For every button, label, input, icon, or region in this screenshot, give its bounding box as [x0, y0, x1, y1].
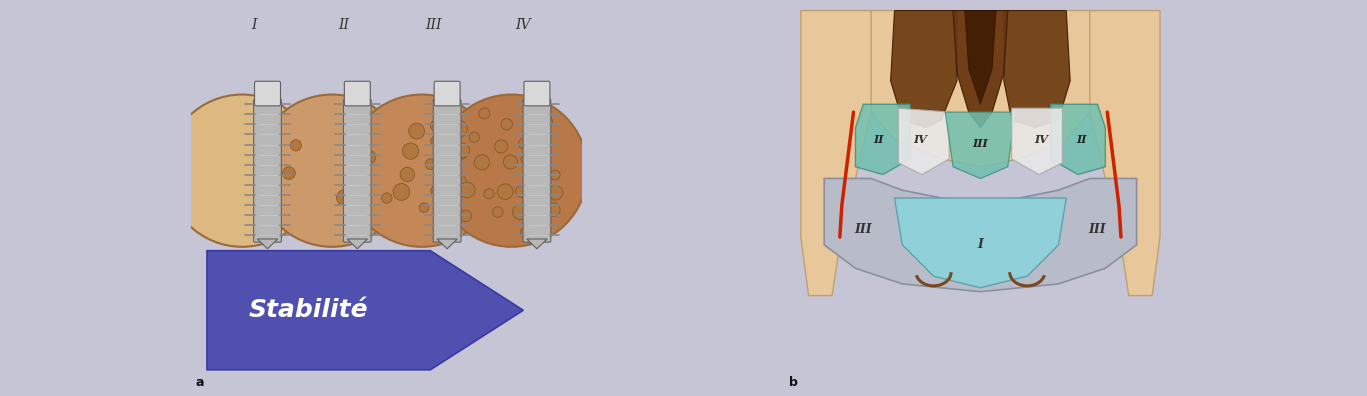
Text: III: III [1088, 223, 1106, 236]
Circle shape [540, 140, 551, 150]
Polygon shape [1079, 11, 1161, 295]
Circle shape [394, 183, 410, 200]
Circle shape [351, 133, 362, 144]
Circle shape [459, 210, 472, 222]
FancyBboxPatch shape [254, 81, 280, 106]
Polygon shape [965, 11, 997, 104]
Circle shape [502, 118, 513, 130]
Circle shape [336, 190, 351, 205]
Circle shape [515, 186, 528, 197]
Circle shape [283, 167, 295, 179]
Text: Stabilité: Stabilité [249, 298, 368, 322]
Polygon shape [890, 11, 957, 128]
Circle shape [518, 138, 530, 149]
Circle shape [513, 204, 528, 219]
Circle shape [540, 115, 552, 128]
Circle shape [436, 95, 588, 247]
Polygon shape [894, 198, 1066, 288]
Circle shape [469, 132, 480, 143]
Polygon shape [953, 11, 1007, 128]
Circle shape [474, 155, 489, 170]
Text: I: I [252, 18, 257, 32]
Circle shape [409, 123, 425, 139]
FancyBboxPatch shape [524, 81, 550, 106]
Text: III: III [854, 223, 872, 236]
Text: a: a [195, 376, 204, 389]
Circle shape [547, 203, 560, 216]
Text: b: b [789, 376, 798, 389]
Polygon shape [206, 251, 524, 370]
Text: IV: IV [913, 134, 927, 145]
FancyBboxPatch shape [433, 99, 461, 242]
Circle shape [521, 228, 530, 237]
Polygon shape [1012, 108, 1062, 175]
Circle shape [498, 184, 513, 200]
Polygon shape [856, 104, 910, 175]
Circle shape [455, 143, 469, 158]
Text: IV: IV [515, 18, 530, 32]
Circle shape [459, 182, 476, 198]
Circle shape [165, 95, 319, 247]
Circle shape [431, 185, 442, 196]
Text: IV: IV [1033, 134, 1048, 145]
Text: II: II [338, 18, 349, 32]
Polygon shape [871, 11, 1089, 167]
Circle shape [532, 183, 541, 193]
Polygon shape [257, 239, 278, 249]
Circle shape [256, 95, 409, 247]
FancyBboxPatch shape [435, 81, 461, 106]
FancyBboxPatch shape [254, 99, 282, 242]
Circle shape [451, 174, 466, 190]
Text: III: III [972, 138, 988, 149]
Circle shape [484, 189, 493, 199]
Circle shape [420, 203, 429, 213]
Circle shape [425, 159, 436, 169]
Circle shape [290, 140, 302, 151]
Polygon shape [347, 239, 368, 249]
Text: II: II [874, 134, 884, 145]
Circle shape [495, 140, 509, 153]
Circle shape [521, 154, 532, 165]
Polygon shape [1051, 104, 1106, 175]
Polygon shape [437, 239, 458, 249]
Circle shape [448, 165, 461, 176]
Polygon shape [1003, 11, 1070, 128]
Polygon shape [824, 179, 1136, 292]
Circle shape [402, 143, 418, 159]
Circle shape [548, 185, 563, 200]
Circle shape [381, 193, 392, 203]
Circle shape [431, 120, 440, 131]
Circle shape [492, 207, 503, 217]
Circle shape [362, 150, 376, 164]
Text: I: I [977, 238, 983, 251]
Circle shape [431, 136, 442, 146]
Circle shape [355, 208, 368, 220]
FancyBboxPatch shape [344, 81, 370, 106]
Polygon shape [801, 11, 883, 295]
Circle shape [401, 167, 414, 182]
Polygon shape [526, 239, 547, 249]
Polygon shape [898, 108, 949, 175]
Circle shape [532, 217, 545, 232]
Text: III: III [425, 18, 442, 32]
Circle shape [503, 155, 518, 169]
FancyBboxPatch shape [343, 99, 372, 242]
Polygon shape [945, 112, 1016, 179]
Circle shape [455, 148, 468, 159]
Circle shape [478, 108, 489, 119]
Text: II: II [1077, 134, 1087, 145]
FancyBboxPatch shape [524, 99, 551, 242]
Circle shape [551, 170, 560, 180]
Circle shape [346, 95, 498, 247]
Circle shape [451, 120, 468, 137]
